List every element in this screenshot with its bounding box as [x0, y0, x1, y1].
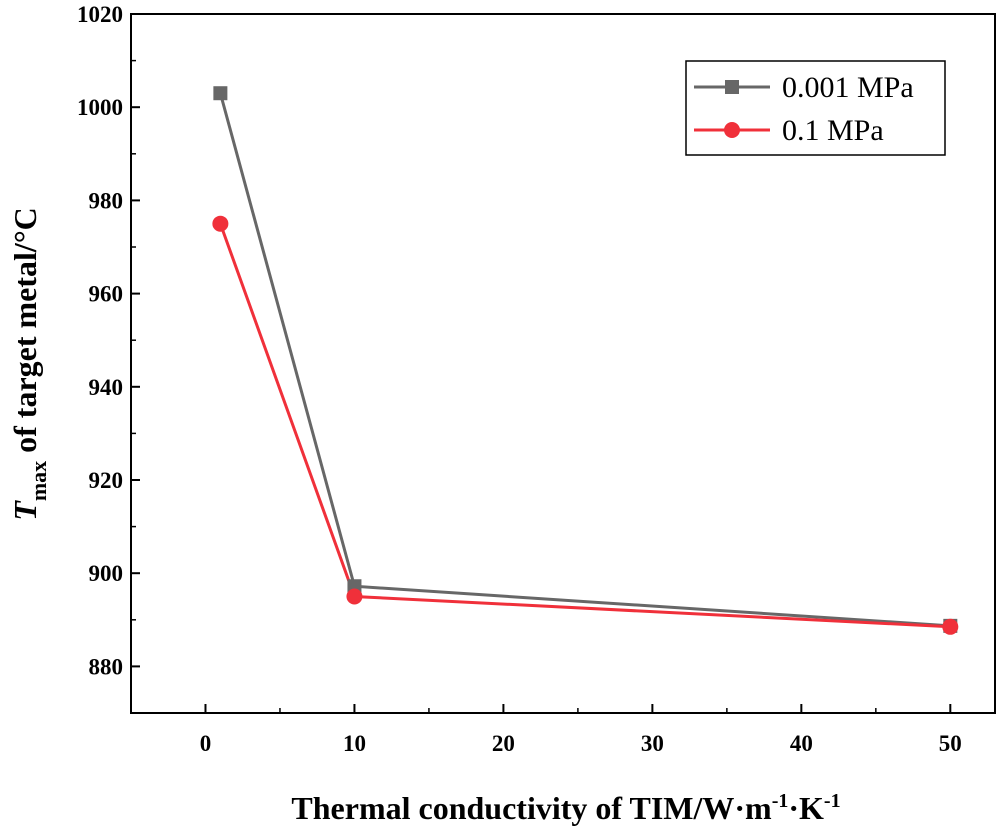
- x-axis-title: Thermal conductivity of TIM/W·m-1·K-1: [291, 790, 840, 826]
- legend: 0.001 MPa 0.1 MPa: [694, 71, 914, 147]
- y-tick-label: 1020: [77, 2, 123, 27]
- y-axis-title-rest: of target metal/°C: [7, 207, 43, 461]
- y-axis-title-symbol: T: [7, 500, 43, 521]
- legend-label: 0.001 MPa: [782, 71, 914, 104]
- y-tick-label: 980: [89, 188, 124, 213]
- data-point-square: [213, 86, 228, 101]
- y-tick-label: 880: [89, 654, 124, 679]
- legend-box: [685, 60, 946, 156]
- x-tick-label: 20: [492, 731, 515, 756]
- y-tick-label: 960: [89, 282, 124, 307]
- x-tick-label: 30: [641, 731, 664, 756]
- series-line-0: [218, 92, 951, 628]
- y-tick-label: 940: [89, 375, 124, 400]
- series-lines: [218, 92, 951, 629]
- y-axis-title-subscript: max: [26, 461, 51, 501]
- y-tick-label: 1000: [77, 95, 123, 120]
- legend-marker-circle: [724, 122, 740, 138]
- x-tick-label: 0: [200, 731, 212, 756]
- y-axis-title: Tmax of target metal/°C: [7, 207, 51, 520]
- x-axis-title-sup1: -1: [772, 790, 789, 812]
- legend-label: 0.1 MPa: [782, 114, 884, 147]
- data-point-circle: [346, 588, 363, 605]
- legend-marker-square: [725, 80, 739, 94]
- x-axis-title-mid: ·K: [788, 790, 824, 826]
- x-axis-title-sup2: -1: [824, 790, 841, 812]
- plot-frame: [130, 13, 996, 714]
- x-tick-label: 50: [939, 731, 962, 756]
- x-axis-title-main: Thermal conductivity of TIM/W·m: [291, 790, 772, 826]
- data-point-circle: [212, 215, 229, 232]
- series-markers: [212, 86, 959, 635]
- y-axis: 880 900 920 940 960 980 1000 1020: [77, 2, 140, 714]
- x-tick-label: 10: [343, 731, 366, 756]
- x-axis: 0 10 20 30 40 50: [130, 704, 962, 756]
- series-line-1: [218, 223, 951, 629]
- y-tick-label: 920: [89, 468, 124, 493]
- x-tick-label: 40: [790, 731, 813, 756]
- y-tick-label: 900: [89, 561, 124, 586]
- data-point-circle: [942, 618, 959, 635]
